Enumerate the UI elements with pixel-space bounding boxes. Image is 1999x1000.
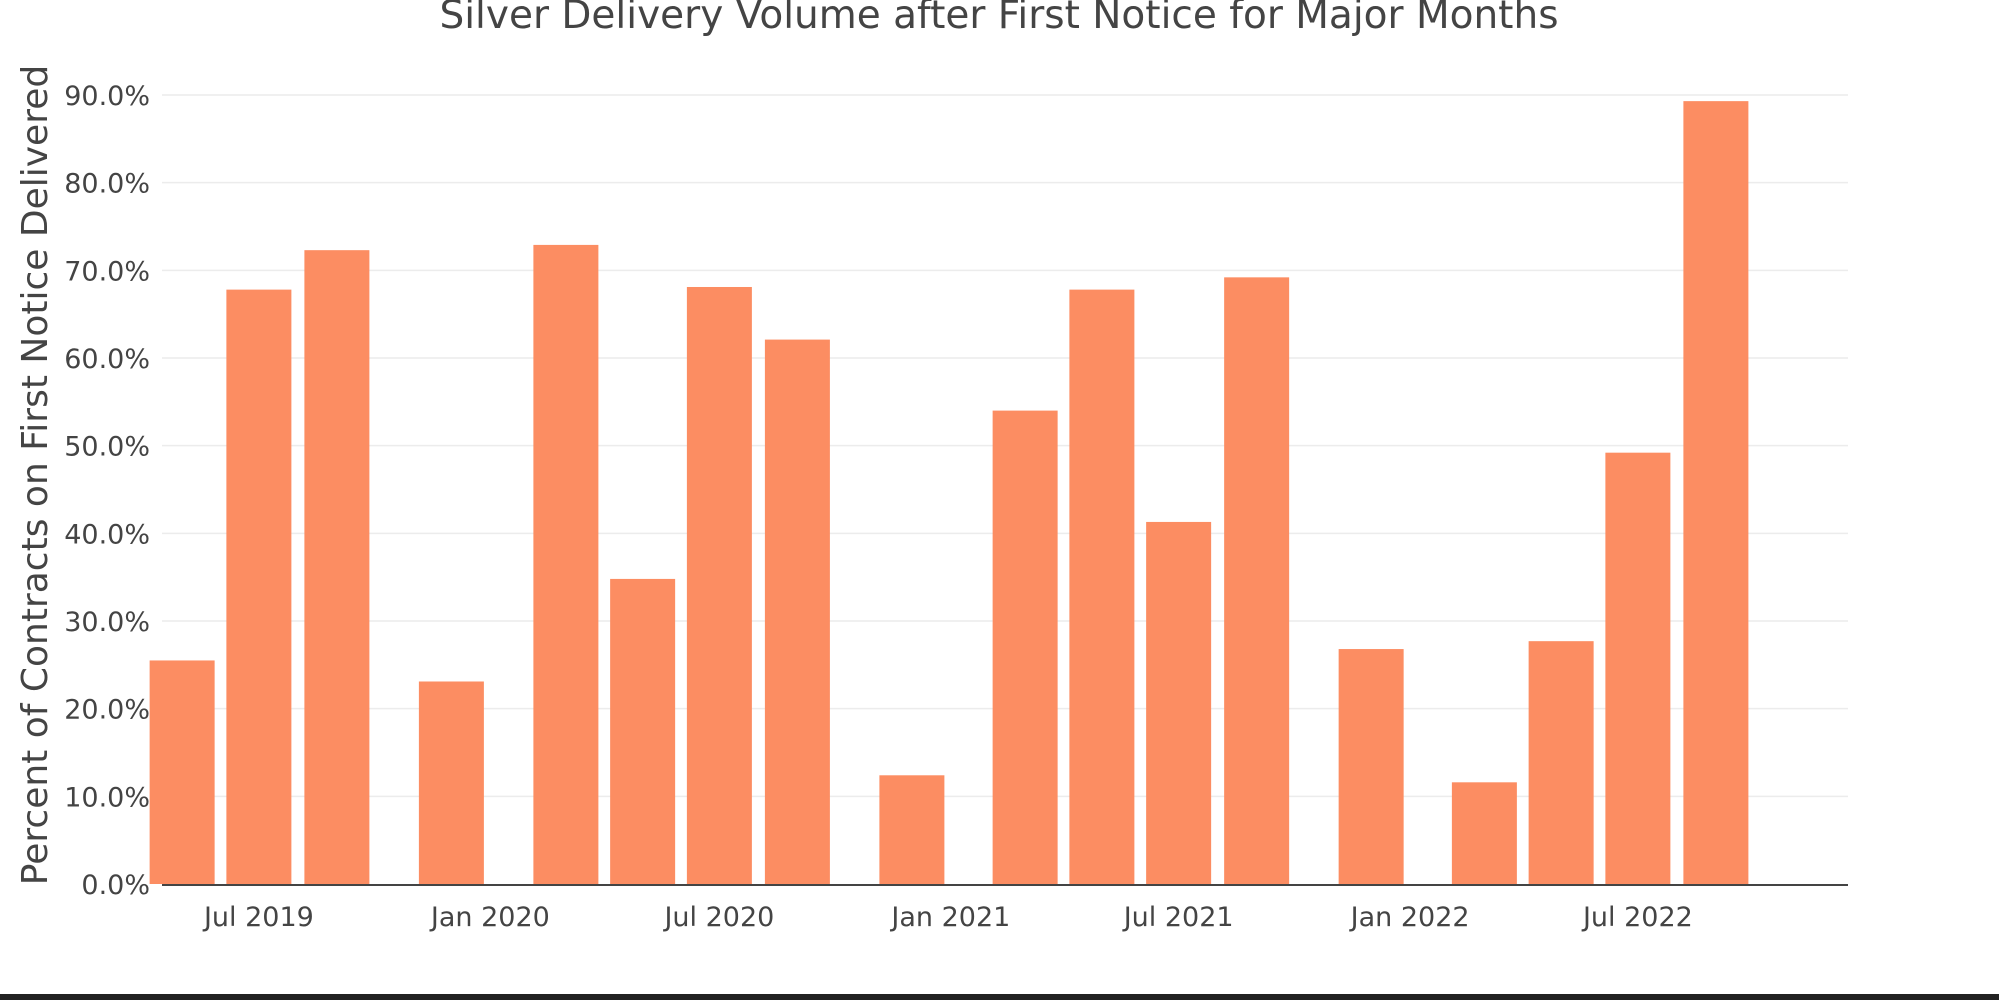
bar bbox=[610, 578, 676, 884]
bars bbox=[149, 101, 1749, 885]
x-tick-label: Jul 2020 bbox=[662, 902, 774, 933]
y-tick-label: 0.0% bbox=[81, 870, 150, 901]
bar bbox=[1605, 452, 1671, 884]
bar bbox=[1683, 101, 1749, 885]
bar bbox=[226, 289, 292, 884]
bar bbox=[149, 660, 215, 884]
y-tick-label: 10.0% bbox=[64, 782, 150, 813]
bar bbox=[1224, 277, 1290, 884]
y-tick-label: 40.0% bbox=[64, 519, 150, 550]
y-tick-label: 80.0% bbox=[64, 169, 150, 200]
x-tick-label: Jul 2021 bbox=[1122, 902, 1234, 933]
x-tick-label: Jan 2021 bbox=[889, 902, 1010, 933]
bar bbox=[764, 339, 830, 885]
bar bbox=[533, 244, 599, 884]
bar bbox=[992, 410, 1058, 884]
bar bbox=[1528, 641, 1594, 884]
bar bbox=[418, 681, 484, 884]
bar bbox=[1338, 649, 1404, 884]
bottom-border bbox=[0, 994, 1999, 1000]
bar bbox=[1146, 521, 1212, 884]
y-tick-label: 20.0% bbox=[64, 695, 150, 726]
chart-title: Silver Delivery Volume after First Notic… bbox=[439, 0, 1558, 38]
x-axis-ticks: Jul 2019 Jan 2020 Jul 2020 Jan 2021 Jul 2021… bbox=[202, 902, 1693, 933]
y-tick-label: 70.0% bbox=[64, 256, 150, 287]
y-tick-label: 90.0% bbox=[64, 81, 150, 112]
x-tick-label: Jan 2022 bbox=[1349, 902, 1470, 933]
bar bbox=[1451, 782, 1517, 884]
bar bbox=[1069, 289, 1135, 884]
bar bbox=[304, 250, 370, 885]
y-axis-label: Percent of Contracts on First Notice Del… bbox=[15, 65, 56, 885]
y-tick-label: 50.0% bbox=[64, 432, 150, 463]
x-tick-label: Jul 2019 bbox=[202, 902, 314, 933]
x-tick-label: Jan 2020 bbox=[429, 902, 550, 933]
y-tick-label: 30.0% bbox=[64, 607, 150, 638]
bar bbox=[879, 775, 945, 884]
y-tick-label: 60.0% bbox=[64, 344, 150, 375]
y-axis-ticks: 0.0% 10.0% 20.0% 30.0% 40.0% 50.0% 60.0% 70.0% 8… bbox=[64, 81, 150, 901]
bar bbox=[686, 286, 752, 884]
x-tick-label: Jul 2022 bbox=[1581, 902, 1693, 933]
